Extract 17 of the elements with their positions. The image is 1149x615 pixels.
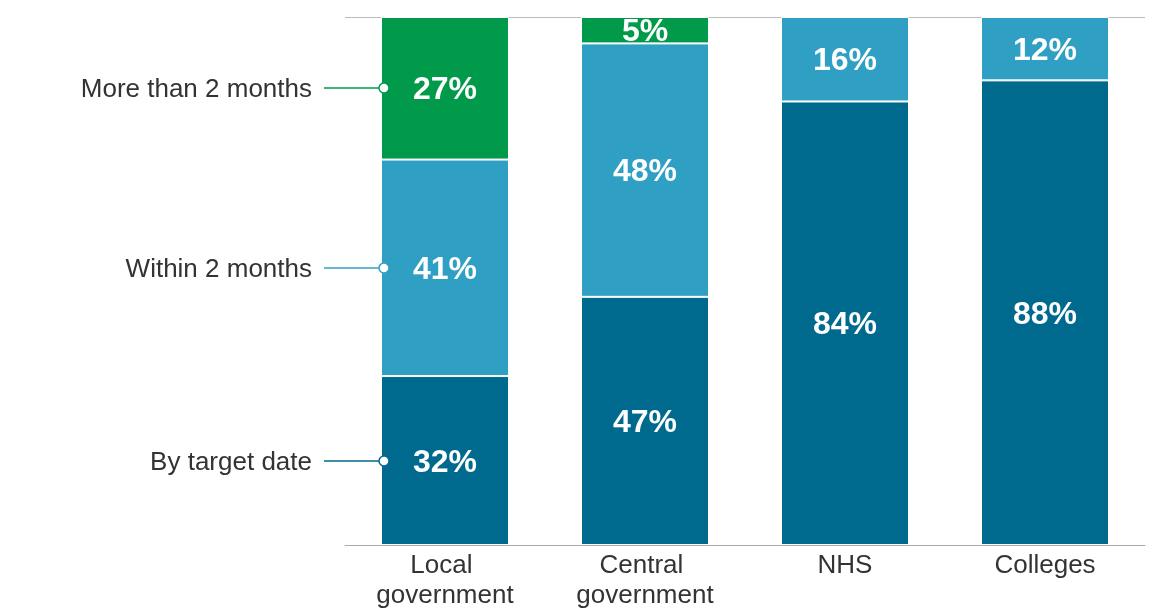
data-label: 41%: [412, 249, 478, 286]
legend-label: More than 2 months: [80, 72, 312, 105]
data-label: 16%: [812, 41, 878, 78]
legend-label: By target date: [150, 444, 312, 477]
data-label: 5%: [621, 12, 669, 49]
legend-label: Within 2 months: [125, 251, 312, 284]
x-tick-label: Central government: [576, 549, 715, 609]
data-label: 27%: [412, 70, 478, 107]
data-label: 84%: [812, 305, 878, 342]
data-label: 32%: [412, 442, 478, 479]
x-tick-label: NHS: [817, 549, 873, 579]
data-label: 47%: [612, 402, 678, 439]
data-label: 88%: [1012, 294, 1078, 331]
data-label: 48%: [612, 152, 678, 189]
x-tick-label: Colleges: [994, 549, 1096, 579]
data-label: 12%: [1012, 30, 1078, 67]
x-tick-label: Local government: [376, 549, 515, 609]
